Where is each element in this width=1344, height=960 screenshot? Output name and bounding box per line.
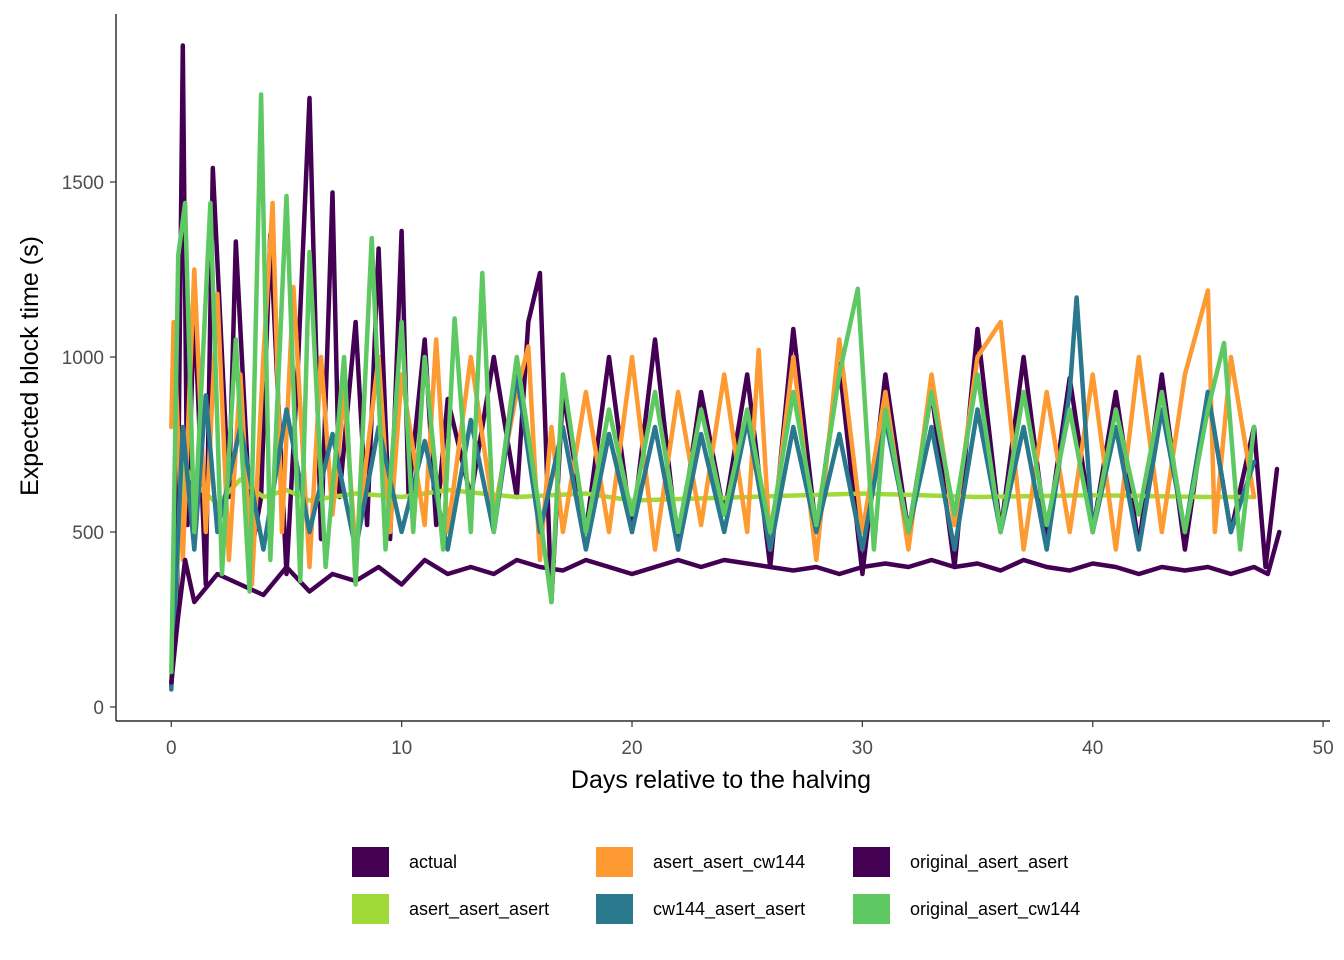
legend-label-asert-asert-cw144: asert_asert_cw144 (653, 852, 805, 873)
x-tick-label: 10 (391, 738, 412, 759)
legend-key-actual (352, 847, 389, 877)
x-tick-label: 0 (166, 738, 177, 759)
y-tick-label: 500 (72, 523, 104, 544)
legend-label-cw144-asert-asert: cw144_asert_asert (653, 899, 805, 920)
legend-key-original-asert-cw144 (853, 894, 890, 924)
legend-label-actual: actual (409, 852, 457, 872)
legend-key-cw144-asert-asert (596, 894, 633, 924)
x-axis-ticks: 0 10 20 30 40 50 (166, 721, 1334, 759)
x-tick-label: 20 (621, 738, 642, 759)
x-tick-label: 30 (852, 738, 873, 759)
y-tick-label: 1000 (62, 348, 104, 369)
x-axis-title: Days relative to the halving (571, 766, 871, 794)
legend-key-asert-asert-asert (352, 894, 389, 924)
legend-key-original-asert-asert (853, 847, 890, 877)
series-line-original-asert-asert (169, 529, 1282, 685)
x-tick-label: 40 (1082, 738, 1103, 759)
series-line-cw144-asert-asert (169, 295, 1257, 692)
y-axis-ticks: 0 500 1000 1500 (62, 173, 116, 719)
series-layer (169, 43, 1282, 692)
legend-label-asert-asert-asert: asert_asert_asert (409, 899, 549, 920)
legend: actual asert_asert_asert asert_asert_cw144… (352, 847, 1080, 924)
legend-label-original-asert-cw144: original_asert_cw144 (910, 899, 1080, 920)
y-axis-title: Expected block time (s) (16, 236, 44, 496)
x-tick-label: 50 (1313, 738, 1334, 759)
y-tick-label: 0 (93, 698, 104, 719)
y-tick-label: 1500 (62, 173, 104, 194)
legend-label-original-asert-asert: original_asert_asert (910, 852, 1068, 873)
series-line-asert-asert-cw144 (169, 200, 1257, 587)
series-line-original-asert-cw144 (169, 92, 1257, 675)
legend-key-asert-asert-cw144 (596, 847, 633, 877)
